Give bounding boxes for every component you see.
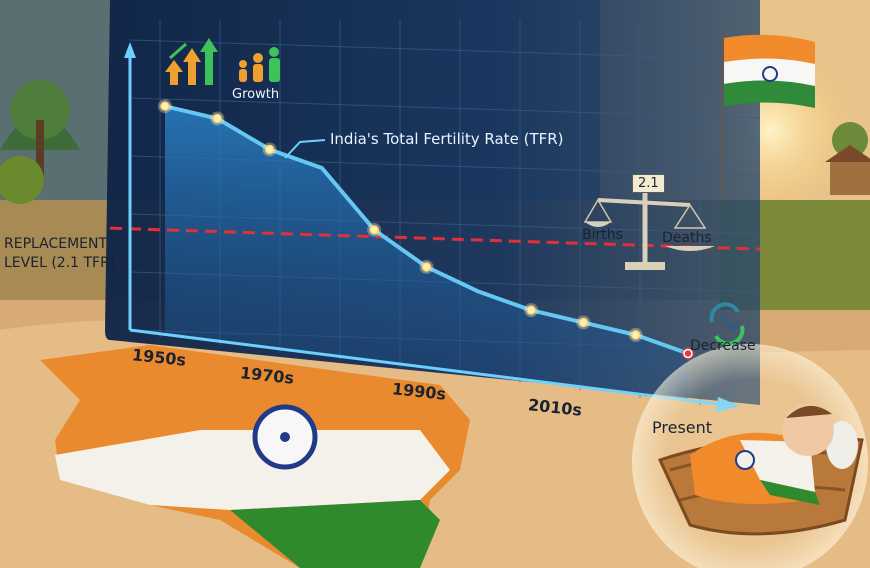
- tfr-point: [160, 101, 170, 111]
- growth-arrows-icon: [165, 38, 218, 85]
- replacement-level-label-line2: LEVEL (2.1 TFR): [4, 255, 116, 271]
- growth-label: Growth: [232, 87, 280, 102]
- tfr-point: [421, 262, 432, 272]
- tfr-point: [264, 144, 275, 155]
- chart-title: India's Total Fertility Rate (TFR): [330, 130, 564, 148]
- title-callout-line: [284, 139, 326, 159]
- replacement-level-label-line1: REPLACEMENT: [4, 236, 108, 252]
- tfr-points: [158, 99, 695, 361]
- replacement-level-line: [109, 226, 761, 251]
- decrease-cycle-icon: [709, 302, 745, 346]
- x-tick-label-present: Present: [652, 418, 713, 437]
- y-axis-arrow: [124, 42, 136, 58]
- x-axis: [129, 328, 726, 407]
- tfr-area-fill: [165, 106, 688, 400]
- tfr-point: [369, 225, 379, 235]
- tfr-point: [683, 348, 693, 359]
- deaths-label: Deaths: [662, 230, 712, 246]
- tfr-point: [630, 330, 641, 340]
- india-flag-icon: [720, 30, 815, 200]
- india-map-shape: [40, 345, 470, 568]
- tfr-point: [578, 317, 589, 328]
- tfr-point: [212, 113, 223, 124]
- scale-value-badge: 2.1: [632, 174, 665, 193]
- balance-scale-icon: [583, 190, 715, 270]
- grid-line-horizontal: [129, 39, 761, 61]
- replacement-level-dashed-line: [109, 226, 761, 251]
- baby-basket-icon: [632, 344, 868, 568]
- tfr-point: [526, 305, 536, 315]
- decrease-label: Decrease: [690, 338, 756, 354]
- births-label: Births: [582, 227, 623, 243]
- chart-area: [165, 106, 688, 400]
- grid-line-horizontal: [129, 97, 761, 119]
- family-icon: [239, 47, 280, 82]
